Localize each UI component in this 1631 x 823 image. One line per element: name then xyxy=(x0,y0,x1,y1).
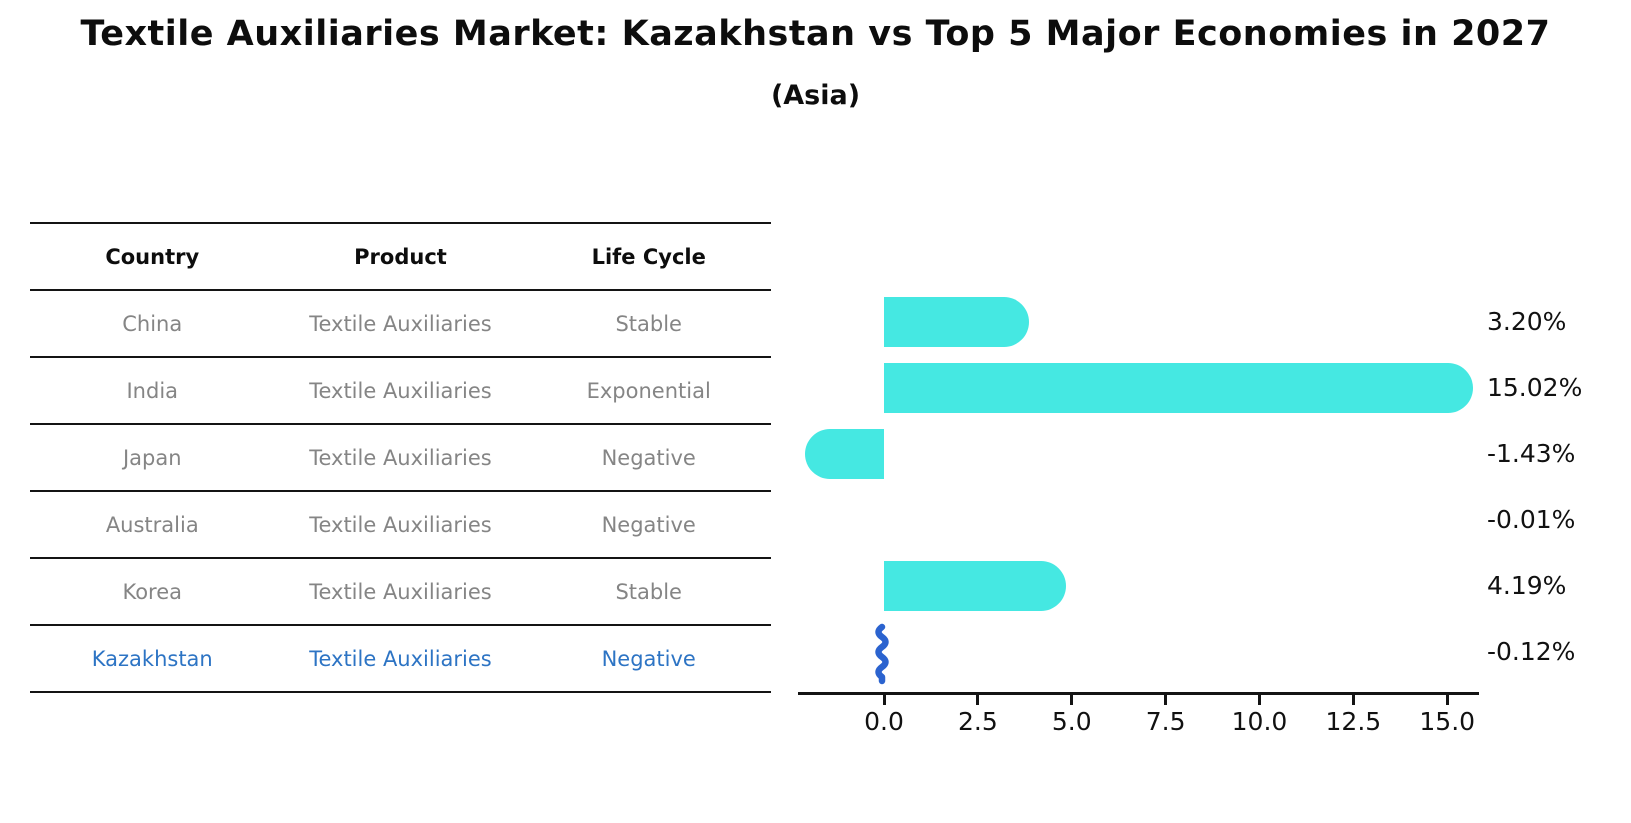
cell-country: Australia xyxy=(105,512,199,537)
column-header-product: Product xyxy=(354,244,447,269)
x-axis-tick-label: 12.5 xyxy=(1325,707,1382,736)
table-row: Japan Textile Auxiliaries Negative xyxy=(30,425,771,492)
bar-value-label: -0.12% xyxy=(1487,637,1576,666)
kazakhstan-squiggle-marker xyxy=(875,623,889,685)
x-axis-tick-label: 15.0 xyxy=(1419,707,1476,736)
x-axis-tick-label: 5.0 xyxy=(1051,707,1092,736)
bar-value-label: 4.19% xyxy=(1487,571,1567,600)
bar-china xyxy=(884,297,1030,347)
cell-life-cycle: Stable xyxy=(615,311,682,336)
cell-life-cycle: Stable xyxy=(615,579,682,604)
cell-product: Textile Auxiliaries xyxy=(309,378,492,403)
chart-title: Textile Auxiliaries Market: Kazakhstan v… xyxy=(80,14,1551,54)
x-axis-tick xyxy=(1445,695,1449,705)
column-header-life-cycle: Life Cycle xyxy=(591,244,706,269)
cell-product: Textile Auxiliaries xyxy=(309,445,492,470)
x-axis-line xyxy=(798,692,1479,695)
table-header-row: Country Product Life Cycle xyxy=(30,224,771,291)
cell-country: India xyxy=(126,378,179,403)
table-row: India Textile Auxiliaries Exponential xyxy=(30,358,771,425)
table-row: China Textile Auxiliaries Stable xyxy=(30,291,771,358)
cell-life-cycle: Exponential xyxy=(586,378,711,403)
cell-country: Korea xyxy=(122,579,183,604)
cell-product: Textile Auxiliaries xyxy=(309,646,492,671)
table-row: Australia Textile Auxiliaries Negative xyxy=(30,492,771,559)
bar-value-label: -1.43% xyxy=(1487,439,1576,468)
cell-product: Textile Auxiliaries xyxy=(309,512,492,537)
bar-japan xyxy=(805,429,884,479)
table-row: Korea Textile Auxiliaries Stable xyxy=(30,559,771,626)
cell-product: Textile Auxiliaries xyxy=(309,311,492,336)
column-header-country: Country xyxy=(105,244,200,269)
x-axis-tick xyxy=(1070,695,1074,705)
country-info-table: Country Product Life Cycle China Textile… xyxy=(30,222,771,693)
x-axis-tick-label: 10.0 xyxy=(1231,707,1288,736)
bar-korea xyxy=(884,561,1067,611)
x-axis-tick xyxy=(976,695,980,705)
bar-value-label: 15.02% xyxy=(1487,373,1583,402)
x-axis-tick xyxy=(882,695,886,705)
cell-life-cycle: Negative xyxy=(601,512,696,537)
x-axis-tick-label: 7.5 xyxy=(1145,707,1186,736)
x-axis-tick xyxy=(1351,695,1355,705)
bar-value-label: 3.20% xyxy=(1487,307,1567,336)
chart-subtitle: (Asia) xyxy=(770,80,861,111)
bar-india xyxy=(884,363,1473,413)
cell-country: Japan xyxy=(122,445,182,470)
cell-country: Kazakhstan xyxy=(91,646,213,671)
x-axis-tick-label: 2.5 xyxy=(957,707,998,736)
cell-product: Textile Auxiliaries xyxy=(309,579,492,604)
x-axis-tick xyxy=(1164,695,1168,705)
table-row-kazakhstan-highlighted: Kazakhstan Textile Auxiliaries Negative xyxy=(30,626,771,693)
bar-value-label: -0.01% xyxy=(1487,505,1576,534)
x-axis-tick xyxy=(1258,695,1261,705)
cell-country: China xyxy=(122,311,183,336)
cell-life-cycle: Negative xyxy=(601,445,696,470)
cell-life-cycle: Negative xyxy=(601,646,696,671)
x-axis-tick-label: 0.0 xyxy=(864,707,904,736)
